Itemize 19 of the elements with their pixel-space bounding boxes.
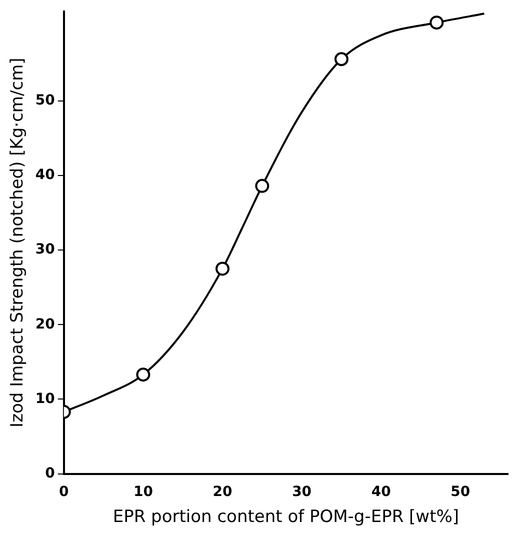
- point: [136, 368, 150, 382]
- x-axis-title: EPR portion content of POM-g-EPR [wt%]: [112, 507, 460, 528]
- x-tick-label: 10: [133, 484, 154, 500]
- x-tick-label: 0: [59, 484, 70, 500]
- y-tick-label: 10: [35, 390, 56, 407]
- y-tick-label: 0: [45, 465, 56, 482]
- y-tick-label: 30: [35, 242, 56, 258]
- y-tick-label: 50: [35, 92, 56, 109]
- y-axis-title: Izod Impact Strength (notched) [Kg·cm/cm]: [8, 58, 28, 428]
- x-tick-label: 50: [450, 484, 470, 500]
- point: [334, 52, 348, 66]
- y-tick-label: 40: [35, 167, 56, 184]
- point: [215, 262, 230, 276]
- x-tick-label: 20: [212, 484, 232, 500]
- point: [255, 178, 270, 193]
- point: [430, 16, 444, 30]
- x-tick-label: 40: [371, 484, 392, 500]
- y-tick-label: 20: [35, 316, 56, 332]
- x-tick-label: 30: [292, 484, 312, 500]
